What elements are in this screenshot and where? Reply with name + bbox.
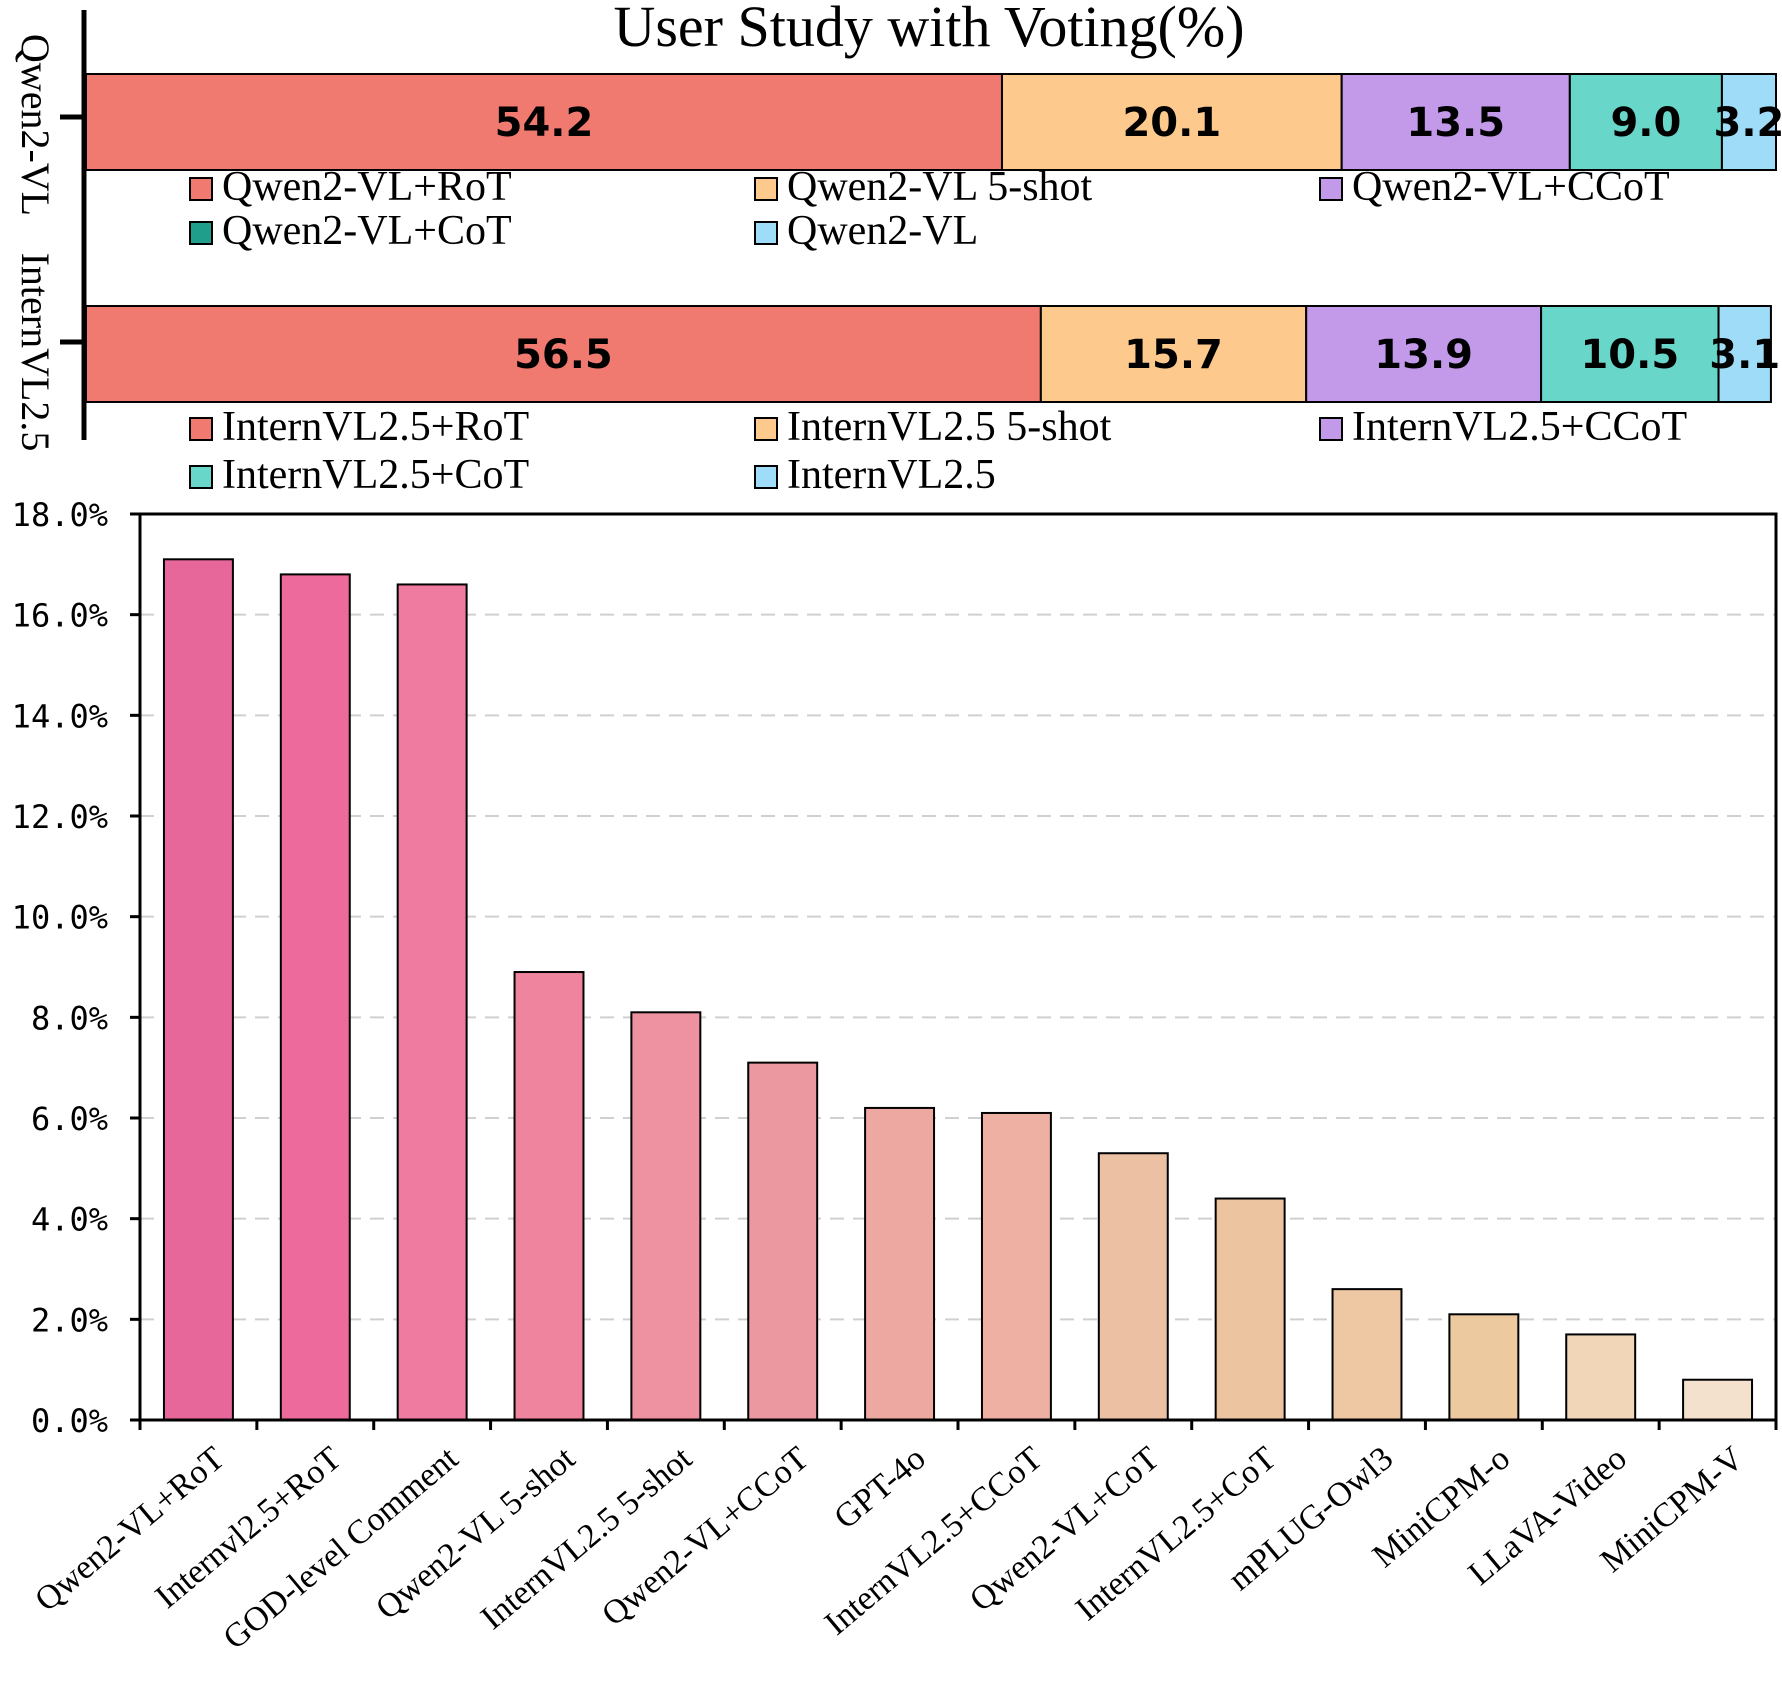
stacked-segment <box>1568 73 1723 171</box>
legend-swatch <box>1319 177 1343 201</box>
legend-label: Qwen2-VL+RoT <box>222 164 512 210</box>
bar <box>1682 1378 1754 1421</box>
legend-swatch <box>189 177 213 201</box>
stacked-bar-chart: 54.2 20.1 13.5 9.0 3.2 Qwen2-VL+RoT Qwen2-VL 5… <box>13 10 1782 498</box>
x-tick-label: Qwen2-VL 5-shot <box>369 1439 582 1627</box>
stacked-segment-value: 56.5 <box>514 332 613 378</box>
stacked-segment-value: 10.5 <box>1580 332 1679 378</box>
y-tick-label: 8.0% <box>31 999 108 1037</box>
stacked-segment <box>1000 73 1343 171</box>
stacked-segment <box>1340 73 1571 171</box>
legend-swatch <box>189 417 213 441</box>
bar <box>980 1111 1052 1421</box>
y-tick-label: 18.0% <box>12 496 108 534</box>
legend-swatch <box>1319 417 1343 441</box>
x-tick-label: InternVL2.5+CoT <box>1069 1440 1283 1628</box>
y-tick-label: 12.0% <box>12 798 108 836</box>
stacked-segment <box>1717 305 1772 403</box>
legend-label: InternVL2.5 <box>787 452 996 498</box>
stacked-segment <box>1540 305 1720 403</box>
plot-frame <box>138 512 1778 1422</box>
x-tick-label: Qwen2-VL+RoT <box>28 1440 232 1619</box>
x-tick-label: Qwen2-VL+CCoT <box>595 1440 816 1634</box>
stacked-segment <box>85 305 1042 403</box>
bar <box>279 573 351 1421</box>
stacked-group-label: InternVL2.5 <box>13 253 58 452</box>
bar <box>747 1061 819 1421</box>
stacked-segment <box>1720 73 1778 171</box>
legend-label: InternVL2.5 5-shot <box>787 404 1112 450</box>
x-tick-label: InternVL2.5+CCoT <box>818 1440 1050 1643</box>
legend-label: Qwen2-VL 5-shot <box>787 164 1093 210</box>
legend-swatch <box>754 177 778 201</box>
legend-swatch <box>754 221 778 245</box>
bar <box>1565 1333 1637 1422</box>
stacked-segment-value: 54.2 <box>495 100 594 146</box>
stacked-segment <box>85 73 1003 171</box>
y-tick-label: 2.0% <box>31 1301 108 1339</box>
legend-swatch <box>754 465 778 489</box>
legend-label: Qwen2-VL <box>787 208 978 254</box>
x-tick-label: GPT-4o <box>827 1440 932 1537</box>
stacked-segment-value: 15.7 <box>1124 332 1223 378</box>
legend-label: InternVL2.5+CCoT <box>1352 404 1687 450</box>
stacked-chart-title: User Study with Voting(%) <box>613 0 1244 59</box>
legend-label: Qwen2-VL+CCoT <box>1352 164 1670 210</box>
y-tick-label: 0.0% <box>31 1402 108 1440</box>
stacked-segment-value: 9.0 <box>1610 100 1681 146</box>
legend-swatch <box>754 417 778 441</box>
x-tick-label: InternVL2.5 5-shot <box>474 1439 699 1636</box>
bar <box>513 971 585 1421</box>
y-tick-label: 6.0% <box>31 1100 108 1138</box>
legend-label: InternVL2.5+CoT <box>222 452 529 498</box>
stacked-segment-value: 3.2 <box>1714 100 1782 146</box>
stacked-segment-value: 13.9 <box>1374 332 1473 378</box>
y-tick-label: 4.0% <box>31 1201 108 1239</box>
y-tick-label: 10.0% <box>12 899 108 937</box>
stacked-segment <box>1305 305 1543 403</box>
stacked-segment-value: 13.5 <box>1406 100 1505 146</box>
stacked-group-label: Qwen2-VL <box>13 34 58 216</box>
legend-swatch <box>189 221 213 245</box>
vertical-bar-chart: 0.0% 2.0% 4.0% 6.0% 8.0% 10.0% 12.0% 14.0% 16.0%… <box>12 496 1778 1657</box>
bar <box>1448 1313 1520 1422</box>
stacked-segment-value: 20.1 <box>1122 100 1221 146</box>
bar <box>1097 1152 1169 1421</box>
y-tick-label: 16.0% <box>12 597 108 635</box>
bar <box>396 583 468 1421</box>
bar <box>1214 1197 1286 1421</box>
y-tick-label: 14.0% <box>12 697 108 735</box>
bar <box>1331 1288 1403 1421</box>
legend-swatch <box>189 465 213 489</box>
stacked-segment-value: 3.1 <box>1709 332 1780 378</box>
legend-label: Qwen2-VL+CoT <box>222 208 512 254</box>
bar <box>864 1106 936 1422</box>
bar <box>162 558 234 1421</box>
stacked-segment <box>1039 305 1308 403</box>
legend-label: InternVL2.5+RoT <box>222 404 529 450</box>
bar <box>630 1011 702 1421</box>
